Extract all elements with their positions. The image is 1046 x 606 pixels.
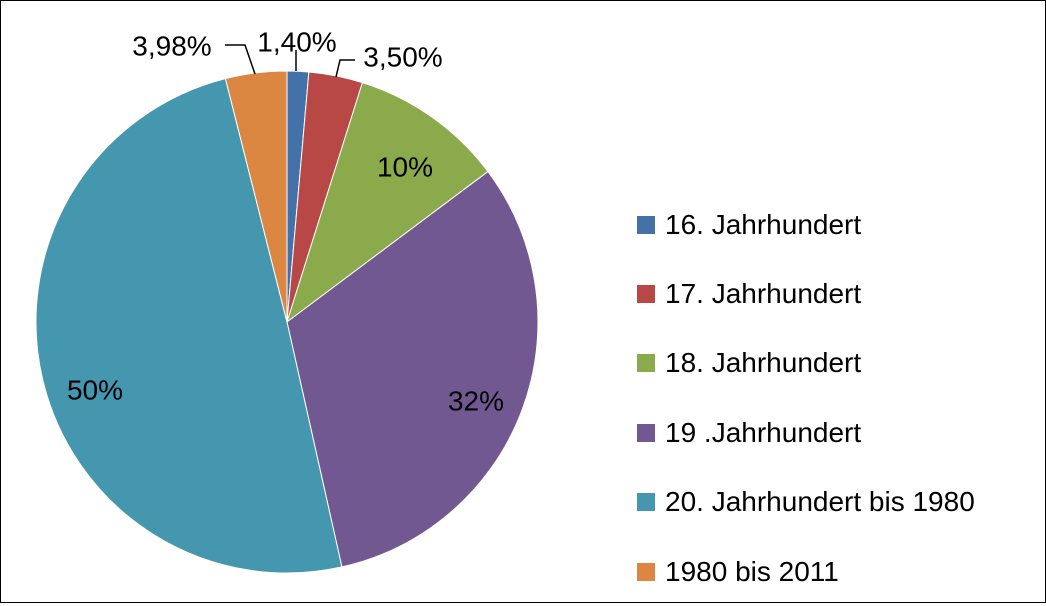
leader-line-1 bbox=[335, 59, 355, 78]
legend-label: 18. Jahrhundert bbox=[665, 347, 862, 379]
pie-slice-4 bbox=[35, 78, 343, 574]
legend-swatch bbox=[637, 423, 655, 442]
pie-slice-5 bbox=[224, 70, 288, 323]
legend-label: 1980 bis 2011 bbox=[665, 555, 839, 587]
legend-item-17-jahrhundert: 17. Jahrhundert bbox=[637, 259, 975, 328]
legend-swatch bbox=[637, 493, 655, 512]
legend-item-18-jahrhundert: 18. Jahrhundert bbox=[637, 329, 975, 398]
legend-label: 20. Jahrhundert bis 1980 bbox=[665, 486, 975, 518]
data-label-5: 3,98% bbox=[132, 30, 211, 61]
legend-item-16-jahrhundert: 16. Jahrhundert bbox=[637, 190, 975, 259]
leader-line-5 bbox=[225, 44, 256, 75]
data-label-0: 1,40% bbox=[257, 26, 336, 57]
legend-label: 19 .Jahrhundert bbox=[665, 416, 862, 448]
slice-labels: 1,40% 3,50% 10% 32% 50% 3,98% bbox=[67, 26, 504, 416]
data-label-4: 50% bbox=[67, 374, 123, 405]
legend-swatch bbox=[637, 562, 655, 581]
pie-slice-3 bbox=[286, 170, 539, 568]
data-label-3: 32% bbox=[448, 385, 504, 416]
legend-swatch bbox=[637, 285, 655, 304]
pie-slices bbox=[35, 70, 539, 574]
legend-item-20-jahrhundert-bis-1980: 20. Jahrhundert bis 1980 bbox=[637, 468, 975, 537]
data-label-2: 10% bbox=[377, 151, 433, 182]
data-label-1: 3,50% bbox=[363, 41, 442, 72]
legend-swatch bbox=[637, 215, 655, 234]
legend-item-1980-bis-2011: 1980 bis 2011 bbox=[637, 537, 975, 606]
leader-lines bbox=[225, 44, 355, 78]
legend-label: 16. Jahrhundert bbox=[665, 208, 862, 240]
legend-label: 17. Jahrhundert bbox=[665, 278, 862, 310]
legend-swatch bbox=[637, 354, 655, 373]
legend: 16. Jahrhundert 17. Jahrhundert 18. Jahr… bbox=[637, 190, 975, 606]
pie-slice-2 bbox=[286, 81, 489, 324]
legend-item-19-jahrhundert: 19 .Jahrhundert bbox=[637, 398, 975, 467]
